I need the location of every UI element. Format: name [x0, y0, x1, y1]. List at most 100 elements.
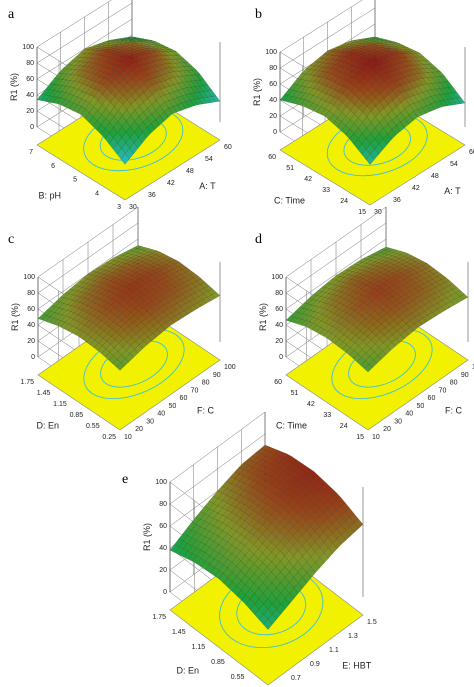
- x-tick-label: 0.7: [291, 675, 301, 682]
- surface-cell: [344, 41, 354, 45]
- z-tick-label: 20: [159, 567, 167, 574]
- surface-cell: [119, 252, 129, 256]
- surface-cell: [362, 38, 371, 40]
- x-tick-label: 20: [135, 426, 143, 433]
- y-tick-label: 1.45: [37, 390, 51, 397]
- y-axis-title: C: Time: [276, 421, 307, 431]
- surface-cell: [371, 251, 382, 256]
- surface-cell: [71, 56, 81, 62]
- surface-cell: [321, 282, 332, 289]
- y-tick-label: 3: [117, 204, 121, 211]
- x-tick-label: 60: [180, 395, 188, 402]
- z-tick-label: 20: [27, 338, 35, 345]
- surface-cell: [93, 44, 102, 47]
- x-tick-label: 42: [167, 180, 175, 187]
- y-tick-label: 7: [29, 149, 33, 156]
- response-surface: [37, 245, 221, 371]
- x-tick-label: 60: [224, 144, 232, 151]
- z-tick-label: 40: [27, 322, 35, 329]
- surface-cell: [335, 45, 346, 48]
- y-tick-label: 60: [274, 379, 282, 386]
- y-tick-label: 0.85: [70, 412, 84, 419]
- surface-cell: [294, 306, 304, 313]
- panel-b: b020406080100303642485460152433425160A: …: [252, 0, 474, 216]
- tick-labels: 0204060801000.50.70.91.11.31.50.250.550.…: [152, 479, 376, 682]
- panel-label-c: c: [8, 232, 14, 247]
- surface-cell: [36, 94, 46, 101]
- x-tick-label: 54: [205, 156, 213, 163]
- tick-labels: 0204060801001020304050607080901000.250.5…: [20, 274, 235, 441]
- tick-labels: 0 20 40 60 80 100 30 36 42 48 54 60 3 4 5 6 7: [22, 44, 232, 211]
- x-tick-label: 40: [157, 411, 165, 418]
- panel-e: e0204060801000.50.70.91.11.31.50.250.550…: [122, 411, 377, 686]
- surface-cell: [314, 57, 324, 63]
- surface-cell: [288, 83, 298, 91]
- z-tick-label: 60: [275, 306, 283, 313]
- x-tick-label: 40: [405, 411, 413, 418]
- z-axis-title: R1 (%): [9, 73, 19, 101]
- x-tick-label: 30: [129, 204, 137, 211]
- z-axis-title: R1 (%): [10, 303, 20, 331]
- surface-cell: [75, 52, 85, 58]
- surface-cell: [96, 265, 106, 270]
- surface-cell: [318, 54, 328, 59]
- y-tick-label: 1.45: [172, 629, 186, 636]
- y-tick-label: 0.55: [86, 423, 100, 430]
- x-tick-label: 80: [450, 380, 458, 387]
- x-tick-label: 10: [124, 434, 132, 441]
- x-tick-label: 54: [450, 161, 458, 168]
- y-tick-label: 1.75: [20, 379, 34, 386]
- surface-cell: [132, 245, 143, 249]
- z-tick-label: 40: [159, 545, 167, 552]
- x-tick-label: 10: [372, 434, 380, 441]
- x-tick-label: 60: [428, 395, 436, 402]
- surface-cell: [88, 45, 98, 49]
- surface-cell: [326, 279, 336, 285]
- x-tick-label: 80: [202, 380, 210, 387]
- y-tick-label: 24: [340, 198, 348, 205]
- x-tick-label: 60: [469, 149, 474, 156]
- surface-cell: [195, 511, 205, 520]
- panel-label-b: b: [255, 7, 262, 22]
- x-tick-label: 48: [186, 168, 194, 175]
- surface-cell: [279, 94, 289, 102]
- z-axis-title: R1 (%): [142, 523, 152, 551]
- surface-cell: [64, 288, 74, 295]
- panel-label-d: d: [255, 232, 262, 247]
- z-tick-label: 0: [279, 354, 283, 361]
- surface-cell: [344, 266, 354, 271]
- response-surface: [36, 36, 221, 165]
- x-tick-label: 30: [394, 418, 402, 425]
- surface-cell: [299, 302, 309, 309]
- y-tick-label: 15: [358, 209, 366, 216]
- z-tick-label: 80: [26, 60, 34, 67]
- y-axis-title: D: En: [176, 666, 199, 676]
- panel-a: a 0 20 40 60 80 100 30 36 42 48 54 60 3 4 5 6 7 A: T B: pH R…: [8, 0, 232, 211]
- x-tick-label: 50: [168, 403, 176, 410]
- z-tick-label: 100: [155, 479, 167, 486]
- x-tick-label: 42: [412, 185, 420, 192]
- surface-cell: [106, 39, 115, 42]
- surface-cell: [335, 272, 345, 277]
- x-tick-label: 0.9: [310, 661, 320, 668]
- x-tick-label: 90: [213, 372, 221, 379]
- surface-cell: [370, 36, 380, 39]
- surface-cell: [301, 68, 311, 75]
- surface-cell: [69, 285, 79, 291]
- surface-cell: [221, 481, 231, 489]
- y-tick-label: 42: [304, 176, 312, 183]
- z-tick-label: 60: [269, 81, 277, 88]
- z-tick-label: 100: [23, 274, 35, 281]
- z-tick-label: 80: [159, 501, 167, 508]
- y-tick-label: 15: [356, 434, 364, 441]
- response-surface: [279, 36, 466, 165]
- surface-cell: [366, 37, 375, 40]
- surface-cell: [123, 249, 134, 254]
- z-tick-label: 40: [275, 322, 283, 329]
- surface-cell: [309, 61, 320, 67]
- y-tick-label: 0.55: [231, 674, 245, 681]
- y-axis-title: B: pH: [38, 191, 61, 201]
- x-tick-label: 90: [461, 372, 469, 379]
- z-tick-label: 80: [27, 290, 35, 297]
- x-tick-label: 50: [416, 403, 424, 410]
